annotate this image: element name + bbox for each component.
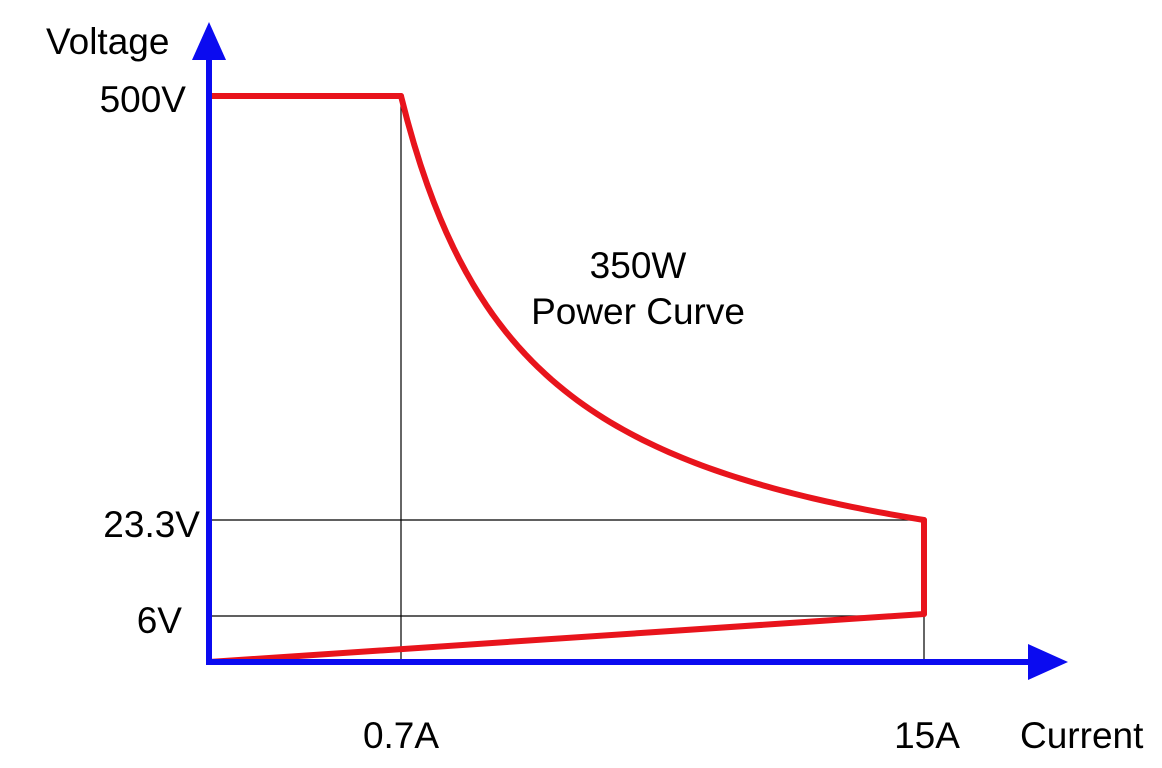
- x-tick-label-0p7a: 0.7A: [363, 715, 439, 756]
- minimum-voltage-line: [206, 611, 927, 665]
- x-tick-label-15a: 15A: [894, 715, 960, 756]
- current-axis-label: Current: [1020, 715, 1144, 756]
- y-tick-label-500v: 500V: [100, 79, 187, 120]
- current-axis-arrow-icon: [1028, 644, 1068, 680]
- power-annotation-caption: Power Curve: [531, 291, 745, 332]
- y-tick-label-23p3v: 23.3V: [103, 504, 200, 545]
- voltage-axis-arrow-icon: [192, 22, 226, 60]
- voltage-axis-label: Voltage: [46, 21, 169, 62]
- power-annotation-watts: 350W: [590, 245, 687, 286]
- y-tick-label-6v: 6V: [137, 600, 183, 641]
- power-curve-line: [398, 93, 927, 523]
